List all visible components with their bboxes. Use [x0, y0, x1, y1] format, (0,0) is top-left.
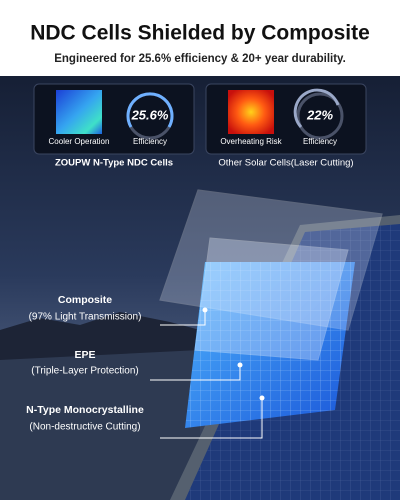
- efficiency-value: 25.6%: [131, 107, 169, 122]
- gauge-arc: [293, 88, 340, 129]
- layer-detail: (Triple-Layer Protection): [31, 366, 138, 377]
- thermal-image: [56, 90, 102, 134]
- epe-layer: [194, 237, 349, 361]
- layer-detail: (97% Light Transmission): [29, 312, 142, 323]
- efficiency-label: Efficiency: [133, 137, 167, 146]
- leader-dot: [202, 307, 208, 313]
- leader-line: [160, 310, 206, 326]
- layer-name: N-Type Monocrystalline: [26, 404, 144, 416]
- gauge-arc: [126, 92, 174, 128]
- leader-line: [150, 365, 241, 381]
- lake: [0, 350, 200, 500]
- layer-detail: (Non-destructive Cutting): [29, 422, 140, 433]
- header-band: [0, 0, 400, 76]
- subtitle: Engineered for 25.6% efficiency & 20+ ye…: [54, 53, 346, 65]
- cell-grid: [185, 262, 355, 428]
- leader-dot: [237, 362, 243, 368]
- gauge-ring: [296, 92, 344, 140]
- efficiency-label: Efficiency: [303, 137, 337, 146]
- layer-name: Composite: [58, 294, 112, 306]
- thermal-image: [228, 90, 274, 134]
- leader-line: [160, 398, 263, 439]
- title: NDC Cells Shielded by Composite: [30, 22, 370, 45]
- layer-name: EPE: [74, 349, 95, 361]
- leader-dot: [259, 395, 265, 401]
- thermal-label: Overheating Risk: [220, 137, 282, 146]
- composite-layer: [159, 189, 383, 331]
- card-caption: ZOUPW N-Type NDC Cells: [55, 158, 173, 169]
- thermal-label: Cooler Operation: [49, 137, 110, 146]
- card-caption: Other Solar Cells(Laser Cutting): [218, 158, 353, 169]
- efficiency-value: 22%: [306, 107, 333, 122]
